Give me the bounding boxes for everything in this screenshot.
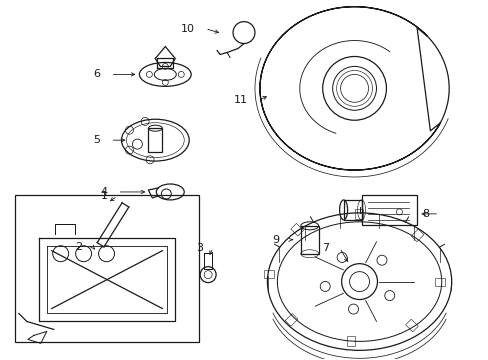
Bar — [290, 224, 303, 236]
Bar — [148, 128, 162, 152]
Bar — [300, 226, 318, 254]
Text: 1: 1 — [101, 191, 107, 201]
Bar — [346, 336, 354, 346]
Bar — [434, 278, 444, 285]
Bar — [410, 229, 423, 242]
Bar — [285, 314, 297, 326]
Bar — [264, 270, 274, 278]
Text: 6: 6 — [93, 69, 101, 80]
Bar — [15, 195, 199, 342]
Text: 8: 8 — [421, 209, 428, 219]
Bar — [354, 209, 362, 219]
Text: 9: 9 — [272, 235, 279, 245]
Text: 4: 4 — [100, 187, 107, 197]
Bar — [405, 319, 417, 332]
Text: 3: 3 — [196, 243, 203, 253]
Text: 2: 2 — [75, 242, 82, 252]
Text: 10: 10 — [181, 24, 195, 33]
Text: 11: 11 — [233, 95, 247, 105]
Text: 7: 7 — [322, 243, 329, 253]
Text: 5: 5 — [93, 135, 101, 145]
Bar — [343, 200, 361, 220]
